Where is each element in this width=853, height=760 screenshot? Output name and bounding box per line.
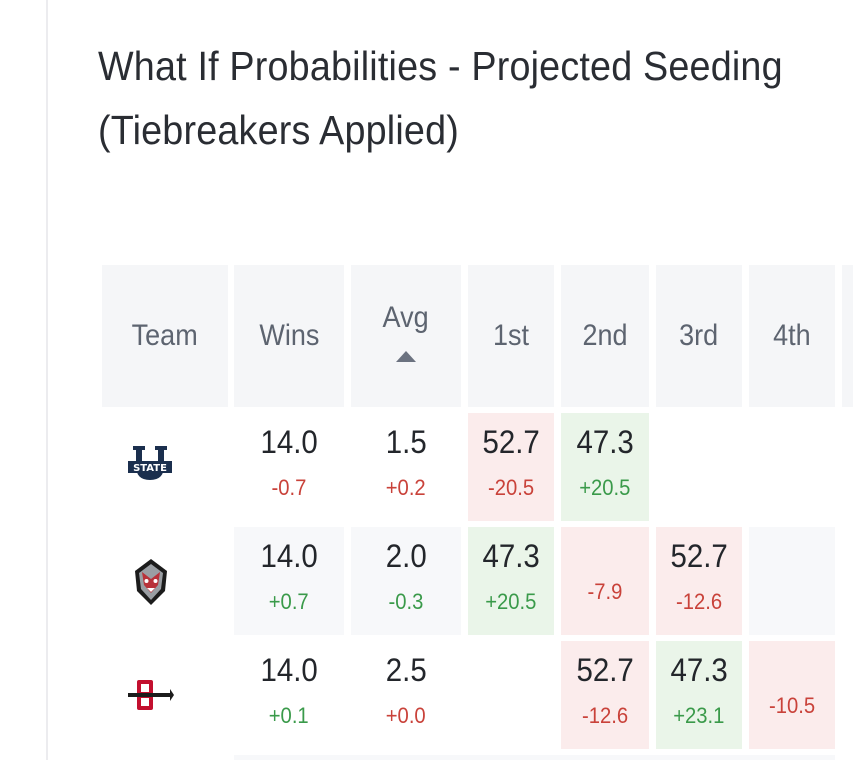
seed-2nd-value: 47.3 — [576, 424, 634, 460]
column-header-4th[interactable]: 4th — [749, 265, 835, 407]
seed-1st-cell: 52.7 -20.5 — [468, 413, 554, 521]
avg-delta: +0.0 — [386, 703, 426, 728]
seed-3rd-cell: 47.3 +23.1 — [656, 641, 742, 749]
seed-3rd-value: 47.3 — [670, 652, 728, 688]
column-header-2nd-label: 2nd — [582, 319, 628, 352]
seed-3rd-delta: +23.1 — [673, 703, 725, 728]
seed-1st-cell: 47.3 +20.5 — [468, 527, 554, 635]
avg-cell: 2.5 +0.0 — [351, 641, 461, 749]
svg-text:STATE: STATE — [133, 463, 167, 474]
san-diego-state-logo — [128, 680, 174, 710]
seed-3rd-cell: 52.7 -12.6 — [656, 527, 742, 635]
wins-delta: +0.7 — [269, 589, 309, 614]
column-header-3rd-label: 3rd — [679, 319, 719, 352]
seed-2nd-cell: 47.3 +20.5 — [561, 413, 649, 521]
seed-1st-value: 47.3 — [482, 538, 540, 574]
seed-2nd-value: 52.7 — [576, 652, 634, 688]
column-header-1st-label: 1st — [492, 319, 530, 352]
wins-value: 14.0 — [260, 538, 318, 574]
seed-2nd-delta: -12.6 — [581, 703, 629, 728]
column-header-1st[interactable]: 1st — [468, 265, 554, 407]
new-mexico-lobo-logo — [135, 559, 167, 605]
column-header-avg[interactable]: Avg — [351, 265, 461, 407]
sort-ascending-icon[interactable] — [396, 350, 416, 362]
column-header-wins[interactable]: Wins — [234, 265, 344, 407]
wins-value: 14.0 — [260, 424, 318, 460]
seed-1st-value: 52.7 — [482, 424, 540, 460]
row-shading — [749, 527, 835, 635]
seed-4th-cell: -10.5 — [749, 641, 835, 749]
row-shading — [234, 527, 344, 635]
page-title-line-1: What If Probabilities - Projected Seedin… — [98, 43, 783, 89]
wins-cell: 14.0 -0.7 — [234, 413, 344, 521]
seed-3rd-delta: -12.6 — [675, 589, 723, 614]
column-header-4th-label: 4th — [773, 319, 811, 352]
page-title: What If Probabilities - Projected Seedin… — [98, 34, 853, 162]
seed-2nd-delta: +20.5 — [579, 475, 631, 500]
column-header-2nd[interactable]: 2nd — [561, 265, 649, 407]
column-header-5th[interactable] — [842, 265, 853, 407]
column-header-team[interactable]: Team — [102, 265, 228, 407]
column-header-3rd[interactable]: 3rd — [656, 265, 742, 407]
column-header-wins-label: Wins — [258, 319, 319, 352]
page-title-line-2: (Tiebreakers Applied) — [98, 107, 459, 153]
seed-2nd-cell: -7.9 — [561, 527, 649, 635]
seed-1st-delta: -20.5 — [487, 475, 535, 500]
team-logo-san-diego-state[interactable] — [122, 668, 178, 722]
wins-delta: +0.1 — [269, 703, 309, 728]
wins-value: 14.0 — [260, 652, 318, 688]
avg-cell: 2.0 -0.3 — [351, 527, 461, 635]
avg-delta: +0.2 — [386, 475, 426, 500]
divider — [46, 0, 48, 760]
wins-cell: 14.0 +0.1 — [234, 641, 344, 749]
avg-value: 1.5 — [385, 424, 427, 460]
seed-4th-delta: -10.5 — [768, 693, 816, 718]
avg-value: 2.5 — [385, 652, 427, 688]
table-row-partial — [234, 755, 835, 760]
team-logo-new-mexico[interactable] — [124, 552, 178, 612]
column-header-team-label: Team — [131, 319, 199, 352]
seed-3rd-value: 52.7 — [670, 538, 728, 574]
row-shading — [351, 527, 461, 635]
avg-cell: 1.5 +0.2 — [351, 413, 461, 521]
avg-delta: -0.3 — [388, 589, 424, 614]
wins-delta: -0.7 — [271, 475, 307, 500]
avg-value: 2.0 — [385, 538, 427, 574]
seed-2nd-delta: -7.9 — [587, 579, 623, 604]
seed-2nd-cell: 52.7 -12.6 — [561, 641, 649, 749]
utah-state-logo: STATE — [128, 446, 172, 480]
column-header-avg-label: Avg — [382, 300, 430, 334]
wins-cell: 14.0 +0.7 — [234, 527, 344, 635]
seed-1st-delta: +20.5 — [485, 589, 537, 614]
team-logo-utah-state[interactable]: STATE — [118, 440, 182, 496]
